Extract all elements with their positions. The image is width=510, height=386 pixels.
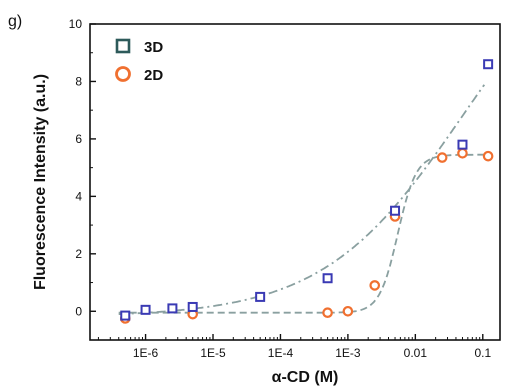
point-2d: [369, 280, 381, 291]
fit-curves: [118, 84, 486, 316]
point-2d: [436, 152, 448, 163]
point-3d: [120, 310, 131, 321]
data-points: [119, 59, 494, 324]
fit-curve-3d: [118, 84, 486, 316]
fit-curve-2d: [118, 153, 485, 314]
x-tick-label: 0.1: [474, 346, 491, 360]
legend: 3D 2D: [115, 38, 163, 84]
y-tick-label: 8: [75, 74, 82, 88]
y-tick-label: 0: [75, 304, 82, 318]
x-tick-label: 1E-4: [268, 346, 294, 360]
plot-frame: [89, 23, 501, 341]
panel-label: g): [8, 13, 22, 30]
y-tick-label: 4: [75, 189, 82, 203]
point-3d: [322, 273, 333, 284]
x-axis-title: α-CD (M): [272, 369, 339, 386]
point-3d: [483, 59, 494, 70]
point-3d: [255, 291, 266, 302]
x-tick-label: 1E-3: [335, 346, 361, 360]
point-3d: [457, 139, 468, 150]
y-tick-label: 6: [75, 132, 82, 146]
point-3d: [390, 205, 401, 216]
legend-label-2d: 2D: [144, 67, 163, 84]
point-3d: [167, 303, 178, 314]
y-tick-label: 2: [75, 247, 82, 261]
point-2d: [342, 305, 354, 317]
point-3d: [140, 304, 151, 315]
legend-marker-2d: [115, 66, 131, 82]
legend-marker-3d: [115, 38, 131, 54]
x-tick-label: 0.01: [404, 346, 428, 360]
point-2d: [482, 150, 494, 162]
legend-label-3d: 3D: [144, 39, 163, 56]
y-axis-title: Fluorescence Intensity (a.u.): [32, 74, 49, 290]
axes: 0 2 4 6 8 10 1E-6 1E-5 1E-4 1E-3 0.01 0.1: [69, 17, 501, 360]
point-2d: [322, 307, 333, 319]
point-2d: [457, 147, 468, 159]
y-tick-label: 10: [69, 17, 83, 31]
point-3d: [187, 301, 198, 312]
x-tick-label: 1E-6: [133, 346, 159, 360]
x-tick-label: 1E-5: [200, 346, 226, 360]
